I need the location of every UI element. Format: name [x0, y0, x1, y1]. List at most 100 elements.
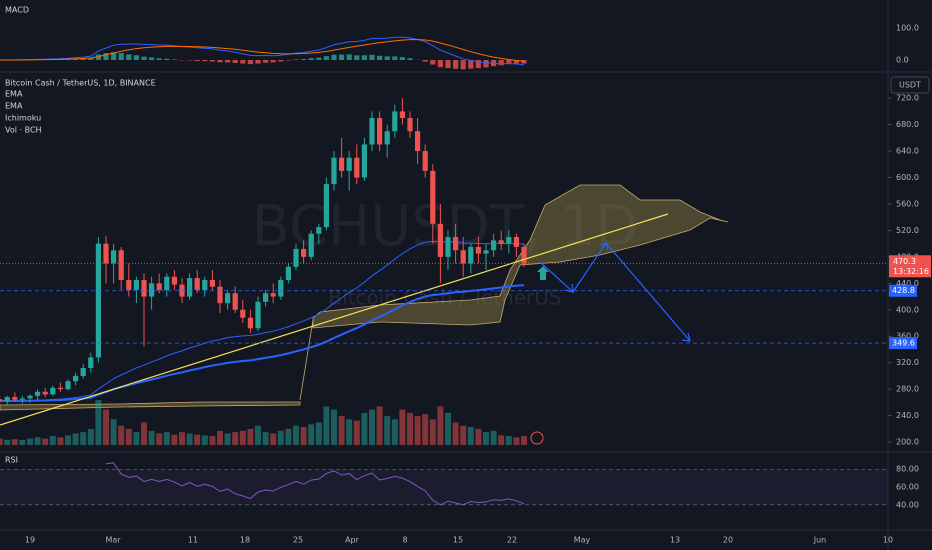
- candle-body: [354, 157, 360, 178]
- macd-histogram: [468, 60, 474, 69]
- candle-body: [361, 144, 367, 178]
- candle-body: [88, 357, 94, 368]
- volume-bar: [110, 419, 117, 445]
- arrow-head: [598, 242, 609, 251]
- candle-body: [483, 250, 489, 254]
- macd-histogram: [141, 56, 147, 60]
- macd-histogram: [88, 58, 94, 60]
- volume-bar: [300, 427, 307, 445]
- volume-bar: [483, 432, 489, 445]
- candle-body: [65, 381, 71, 390]
- volume-bar: [239, 430, 246, 445]
- candle-body: [263, 293, 269, 302]
- volume-bar: [255, 425, 261, 445]
- macd-histogram: [278, 60, 284, 62]
- watermark-sub: Bitcoin Cash / TetherUS: [328, 286, 561, 310]
- ichimoku-edge: [299, 319, 314, 401]
- rsi-line: [105, 462, 525, 506]
- price-tag: [889, 337, 917, 350]
- candle-body: [392, 111, 398, 132]
- volume-bar: [445, 412, 451, 445]
- rsi-tick-label: 60.00: [896, 483, 919, 492]
- volume-bar: [490, 430, 497, 445]
- volume-bar: [353, 420, 360, 445]
- x-tick-label: 18: [240, 536, 250, 545]
- macd-histogram: [126, 54, 132, 60]
- x-tick-label: 15: [453, 536, 463, 545]
- candle-body: [308, 233, 314, 257]
- candle-body: [339, 157, 345, 171]
- y-tick-label: 200.0: [896, 438, 919, 447]
- candle-body: [422, 151, 428, 171]
- candle-body: [80, 367, 86, 376]
- volume-bar: [42, 438, 49, 445]
- candle-body: [453, 237, 459, 251]
- candle-body: [270, 293, 276, 297]
- volume-bar: [369, 409, 375, 445]
- volume-bar: [141, 422, 147, 445]
- macd-histogram: [323, 56, 329, 60]
- volume-bar: [27, 438, 33, 445]
- volume-bar: [505, 436, 512, 445]
- y-tick-label: 600.0: [896, 173, 919, 182]
- volume-bar: [277, 430, 284, 445]
- macd-histogram: [339, 54, 345, 60]
- ema-line: [0, 240, 525, 402]
- x-tick-label: Jun: [813, 536, 827, 545]
- volume-bar: [429, 419, 436, 445]
- x-tick-label: May: [574, 536, 591, 545]
- x-tick-label: Apr: [345, 536, 360, 545]
- price-line-label: 428.8: [892, 286, 915, 295]
- volume-bar: [118, 425, 125, 445]
- y-tick-label: 560.0: [896, 199, 919, 208]
- volume-bar: [4, 439, 11, 445]
- volume-bar: [34, 437, 41, 445]
- macd-histogram: [171, 59, 177, 60]
- volume-bar: [513, 437, 520, 445]
- projection-arrow: [539, 242, 691, 342]
- volume-bar: [95, 400, 102, 445]
- macd-histogram: [111, 52, 117, 60]
- macd-histogram: [255, 60, 261, 64]
- x-tick-label: 11: [188, 536, 198, 545]
- macd-histogram: [118, 53, 124, 60]
- y-tick-label: 520.0: [896, 226, 919, 235]
- candle-body: [460, 250, 466, 264]
- x-tick-label: 13: [670, 536, 680, 545]
- candle-body: [445, 237, 451, 257]
- volume-bar: [338, 416, 345, 445]
- macd-histogram: [225, 60, 231, 63]
- volume-bar: [308, 424, 315, 445]
- candle-body: [430, 170, 436, 224]
- candle-body: [323, 184, 329, 228]
- macd-histogram: [354, 55, 360, 60]
- candle-body: [103, 243, 109, 264]
- volume-bar: [65, 435, 71, 445]
- candle-body: [95, 243, 101, 358]
- volume-bar: [247, 428, 254, 445]
- candle-body: [57, 387, 63, 390]
- candle-body: [521, 246, 527, 264]
- volume-bar: [72, 433, 79, 445]
- macd-histogram: [437, 60, 443, 68]
- x-tick-label: 19: [25, 536, 35, 545]
- volume-bar: [521, 436, 527, 445]
- macd-histogram: [293, 59, 299, 60]
- ichimoku-cloud: [0, 401, 301, 411]
- macd-histogram: [73, 58, 79, 60]
- event-icon[interactable]: [530, 431, 544, 445]
- price-tag: [889, 284, 917, 297]
- volume-bar: [80, 432, 87, 445]
- volume-bar: [399, 409, 406, 445]
- candle-body: [437, 223, 443, 257]
- volume-bar: [224, 433, 231, 445]
- candle-body: [202, 280, 208, 290]
- y-tick-label: 440.0: [896, 279, 919, 288]
- candle-body: [0, 399, 3, 402]
- macd-histogram: [445, 60, 451, 69]
- currency-button[interactable]: [890, 76, 930, 94]
- volume-bar: [414, 416, 421, 445]
- candle-body: [225, 293, 231, 304]
- candle-body: [156, 283, 162, 290]
